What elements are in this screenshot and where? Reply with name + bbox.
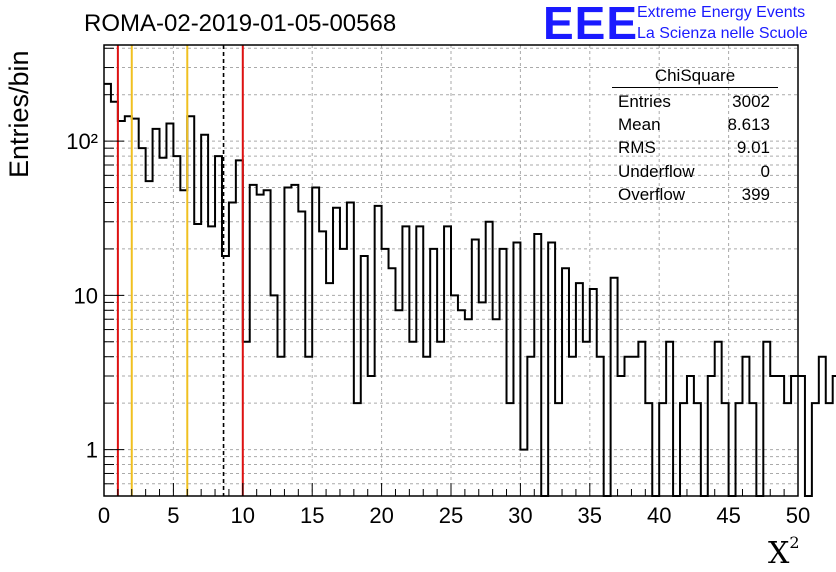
x-tick-label: 10 xyxy=(231,503,255,528)
stats-box: ChiSquare Entries 3002 Mean 8.613 RMS 9.01 … xyxy=(612,66,778,206)
stats-row: RMS 9.01 xyxy=(612,136,778,159)
y-tick-label: 10² xyxy=(66,129,98,154)
stats-row: Underflow 0 xyxy=(612,160,778,183)
stats-label: Mean xyxy=(618,115,661,135)
reference-lines xyxy=(116,45,244,496)
stats-label: Overflow xyxy=(618,184,686,204)
stats-row: Entries 3002 xyxy=(612,90,778,113)
tick-labels: 0 5 10 15 20 25 30 35 40 45 50 1 10 10² xyxy=(66,129,810,528)
x-tick-label: 40 xyxy=(647,503,671,528)
stats-value: 399 xyxy=(741,184,770,204)
x-tick-label: 30 xyxy=(508,503,532,528)
y-tick-label: 10 xyxy=(74,283,98,308)
y-tick-label: 1 xyxy=(86,438,98,463)
x-tick-label: 5 xyxy=(167,503,179,528)
logo-line-2: La Scienza nelle Scuole xyxy=(637,25,808,42)
axis-ticks xyxy=(103,47,799,497)
stats-label: Entries xyxy=(618,92,671,111)
y-axis-label: Entries/bin xyxy=(4,50,34,178)
logo-line-1: Extreme Energy Events xyxy=(637,4,806,21)
stats-label: Underflow xyxy=(618,161,695,181)
stats-value: 9.01 xyxy=(736,138,770,158)
x-tick-label: 50 xyxy=(786,503,810,528)
x-tick-label: 25 xyxy=(439,503,463,528)
x-tick-label: 35 xyxy=(578,503,602,528)
x-tick-label: 15 xyxy=(300,503,324,528)
stats-row: Mean 8.613 xyxy=(612,113,778,136)
grid-lines xyxy=(104,45,798,497)
stats-label: RMS xyxy=(618,138,656,158)
x-axis-label: X2 xyxy=(768,533,800,571)
stats-value: 8.613 xyxy=(727,115,770,135)
histogram-series xyxy=(104,82,836,497)
histogram-outline xyxy=(104,82,836,497)
x-tick-label: 45 xyxy=(716,503,740,528)
eee-logo: EEE xyxy=(543,0,639,49)
chart-title: ROMA-02-2019-01-05-00568 xyxy=(84,10,397,37)
stats-value: 0 xyxy=(760,161,770,181)
x-tick-label: 20 xyxy=(369,503,393,528)
x-tick-label: 0 xyxy=(98,503,110,528)
stats-row: Overflow 399 xyxy=(612,183,778,206)
stats-value: 3002 xyxy=(732,92,770,111)
stats-name: ChiSquare xyxy=(612,66,778,88)
